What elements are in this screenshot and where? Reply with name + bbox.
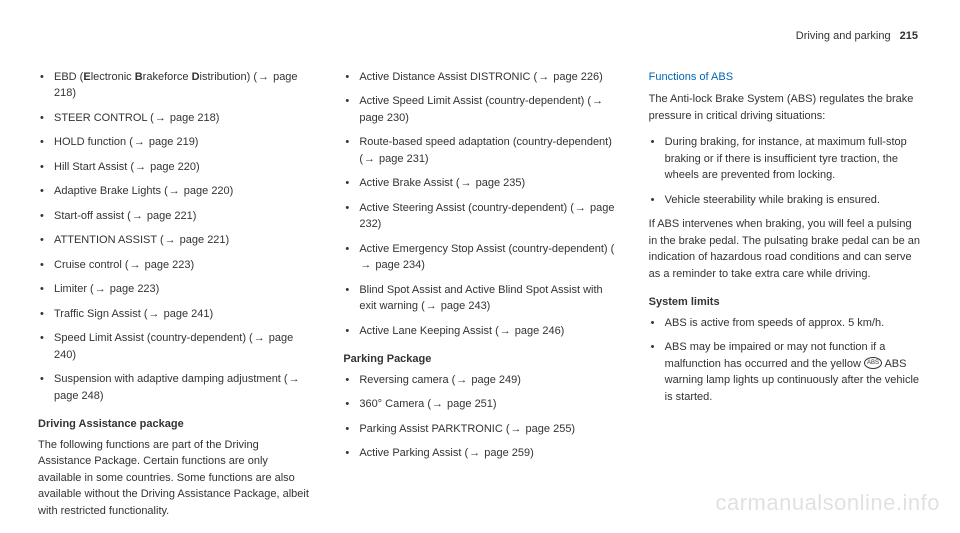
list-item: Speed Limit Assist (country-dependent) (… [38, 330, 311, 363]
list-item: Active Parking Assist (→ page 259) [343, 445, 616, 462]
list-item: Active Brake Assist (→ page 235) [343, 175, 616, 192]
parking-package-list: Reversing camera (→ page 249) 360° Camera… [343, 372, 616, 462]
list-item: Traffic Sign Assist (→ page 241) [38, 306, 311, 323]
parking-package-heading: Parking Package [343, 351, 616, 368]
list-item: Reversing camera (→ page 249) [343, 372, 616, 389]
list-item: ATTENTION ASSIST (→ page 221) [38, 232, 311, 249]
list-item: Blind Spot Assist and Active Blind Spot … [343, 282, 616, 315]
list-item: ABS may be impaired or may not function … [649, 339, 922, 405]
list-item: Suspension with adaptive damping adjustm… [38, 371, 311, 404]
list-item: Adaptive Brake Lights (→ page 220) [38, 183, 311, 200]
feature-list-1: EBD (Electronic Brakeforce Distribution)… [38, 69, 311, 405]
column-2: Active Distance Assist DISTRONIC (→ page… [343, 69, 616, 530]
list-item: Cruise control (→ page 223) [38, 257, 311, 274]
page-header: Driving and parking 215 [38, 28, 922, 45]
column-1: EBD (Electronic Brakeforce Distribution)… [38, 69, 311, 530]
abs-heading: Functions of ABS [649, 69, 922, 86]
list-item: Hill Start Assist (→ page 220) [38, 159, 311, 176]
list-item: During braking, for instance, at maximum… [649, 134, 922, 184]
list-item: Active Speed Limit Assist (country-depen… [343, 93, 616, 126]
content-columns: EBD (Electronic Brakeforce Distribution)… [38, 69, 922, 530]
feature-list-2: Active Distance Assist DISTRONIC (→ page… [343, 69, 616, 340]
list-item: Active Emergency Stop Assist (country-de… [343, 241, 616, 274]
system-limits-heading: System limits [649, 294, 922, 311]
abs-paragraph: If ABS intervenes when braking, you will… [649, 216, 922, 282]
list-item: 360° Camera (→ page 251) [343, 396, 616, 413]
column-3: Functions of ABS The Anti-lock Brake Sys… [649, 69, 922, 530]
section-title: Driving and parking [796, 30, 891, 42]
list-item: STEER CONTROL (→ page 218) [38, 110, 311, 127]
list-item: EBD (Electronic Brakeforce Distribution)… [38, 69, 311, 102]
list-item: Vehicle steerability while braking is en… [649, 192, 922, 209]
list-item: Parking Assist PARKTRONIC (→ page 255) [343, 421, 616, 438]
list-item: Active Distance Assist DISTRONIC (→ page… [343, 69, 616, 86]
abs-intro: The Anti-lock Brake System (ABS) regulat… [649, 91, 922, 124]
driving-assist-text: The following functions are part of the … [38, 437, 311, 520]
list-item: HOLD function (→ page 219) [38, 134, 311, 151]
list-item: Active Lane Keeping Assist (→ page 246) [343, 323, 616, 340]
list-item: ABS is active from speeds of approx. 5 k… [649, 315, 922, 332]
list-item: Start-off assist (→ page 221) [38, 208, 311, 225]
driving-assist-heading: Driving Assistance package [38, 416, 311, 433]
page-number: 215 [900, 30, 918, 42]
list-item: Active Steering Assist (country-dependen… [343, 200, 616, 233]
list-item: Route-based speed adaptation (country-de… [343, 134, 616, 167]
list-item: Limiter (→ page 223) [38, 281, 311, 298]
system-limits-bullets: ABS is active from speeds of approx. 5 k… [649, 315, 922, 406]
abs-bullets: During braking, for instance, at maximum… [649, 134, 922, 208]
